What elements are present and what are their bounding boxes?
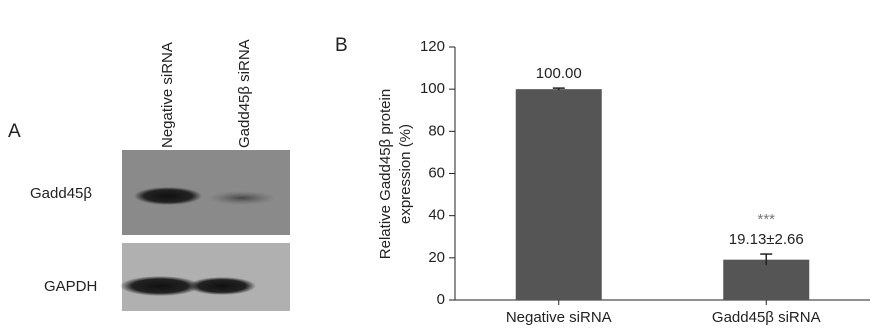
y-axis-label: expression (%) [397, 124, 414, 224]
lane-label: Gadd45β siRNA [236, 39, 253, 148]
bar [516, 89, 602, 300]
y-tick-label: 80 [428, 122, 445, 139]
page: A Negative siRNA Gadd45β siRNA Gadd45β G… [0, 0, 876, 330]
y-tick-label: 40 [428, 207, 445, 224]
panel-label: A [8, 121, 21, 142]
value-label: 100.00 [536, 65, 582, 82]
y-tick-label: 100 [420, 80, 445, 97]
band [134, 187, 202, 205]
y-tick-label: 120 [420, 38, 445, 55]
y-tick-label: 60 [428, 164, 445, 181]
band [188, 277, 256, 295]
row-label: Gadd45β [30, 185, 92, 202]
band [208, 191, 276, 205]
y-axis-label: Relative Gadd45β protein [377, 89, 394, 259]
row-label: GAPDH [44, 278, 97, 295]
bar [723, 260, 809, 300]
panel-label: B [335, 35, 348, 56]
lane-label: Negative siRNA [159, 42, 176, 148]
y-tick-label: 0 [437, 291, 445, 308]
significance: *** [757, 211, 775, 228]
value-label: 19.13±2.66 [729, 231, 804, 248]
x-tick-label: Negative siRNA [506, 309, 612, 326]
y-tick-label: 20 [428, 249, 445, 266]
x-tick-label: Gadd45β siRNA [712, 309, 821, 326]
figure: A Negative siRNA Gadd45β siRNA Gadd45β G… [0, 0, 876, 330]
